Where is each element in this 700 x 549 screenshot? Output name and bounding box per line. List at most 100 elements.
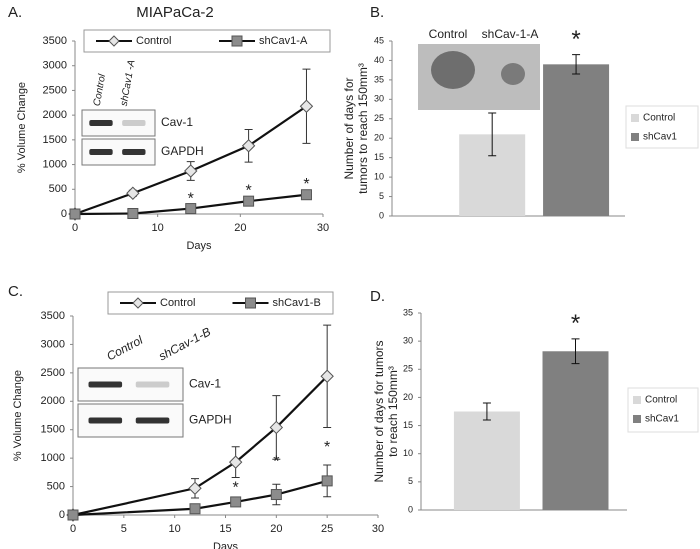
panel-label: B.	[370, 4, 384, 21]
blot-panel	[77, 403, 184, 438]
legend-marker	[132, 297, 144, 309]
data-point	[67, 509, 79, 521]
significance-mark: *	[571, 26, 580, 53]
data-point	[299, 99, 314, 113]
significance-mark: *	[233, 479, 239, 496]
data-point	[230, 496, 242, 508]
y-tick-label: 500	[49, 183, 67, 195]
x-tick-label: 0	[70, 523, 76, 535]
y-axis-label: Number of days for	[342, 77, 356, 179]
tumor	[431, 51, 475, 89]
x-tick-label: 25	[321, 523, 333, 535]
y-tick-label: 3000	[41, 338, 65, 350]
bar	[542, 351, 609, 510]
legend-label: shCav1	[645, 414, 679, 425]
significance-mark: *	[571, 310, 580, 337]
band-label: GAPDH	[189, 413, 232, 427]
legend-label: shCav1-B	[273, 297, 321, 309]
y-tick-label: 3500	[43, 35, 67, 47]
bar	[453, 411, 520, 510]
error-bar	[571, 338, 580, 365]
data-point	[189, 503, 201, 515]
legend-label: Control	[643, 113, 675, 124]
y-tick-label: 500	[47, 480, 65, 492]
data-point	[321, 475, 333, 487]
y-tick-label: 35	[374, 74, 384, 84]
data-point	[243, 195, 255, 207]
data-point	[69, 208, 81, 220]
y-tick-label: 45	[374, 35, 384, 45]
y-tick-label: 3000	[43, 60, 67, 72]
x-tick-label: 30	[372, 523, 384, 535]
y-tick-label: 5	[379, 191, 384, 201]
y-axis-label: % Volume Change	[12, 370, 24, 461]
y-axis-label: % Volume Change	[16, 82, 28, 173]
y-tick-label: 20	[374, 133, 384, 143]
x-tick-label: 10	[152, 222, 164, 234]
y-tick-label: 0	[379, 210, 384, 220]
data-point	[126, 186, 140, 200]
data-point	[184, 164, 198, 178]
y-tick-label: 3500	[41, 310, 65, 322]
y-tick-label: 25	[374, 113, 384, 123]
legend-box	[627, 387, 699, 433]
lane-label: shCav1 -A	[119, 59, 138, 107]
significance-mark: *	[245, 182, 251, 199]
data-point	[228, 455, 243, 469]
y-tick-label: 15	[374, 152, 384, 162]
y-tick-label: 1000	[41, 452, 65, 464]
significance-mark: *	[324, 439, 330, 456]
blot-band	[89, 149, 113, 155]
photo-label: Control	[429, 27, 468, 41]
y-tick-label: 25	[403, 364, 413, 374]
y-axis-label: Number of days for tumors	[372, 340, 386, 482]
band-label: Cav-1	[189, 377, 221, 391]
photo-label: shCav-1-A	[482, 27, 539, 41]
legend-marker	[108, 35, 120, 47]
y-tick-label: 35	[403, 307, 413, 317]
data-point	[300, 189, 312, 201]
data-point	[127, 208, 139, 220]
y-tick-label: 2000	[43, 109, 67, 121]
y-tick-label: 0	[408, 504, 413, 514]
x-tick-label: 10	[169, 523, 181, 535]
x-axis-label: Days	[186, 240, 212, 252]
error-bar	[572, 54, 581, 75]
chart-title: MIAPaCa-2	[136, 4, 214, 21]
y-tick-label: 0	[59, 509, 65, 521]
y-tick-label: 1500	[43, 134, 67, 146]
legend-box	[83, 29, 331, 53]
lane-label: Control	[104, 333, 145, 364]
x-tick-label: 30	[317, 222, 329, 234]
lane-label: shCav-1-B	[156, 324, 213, 363]
data-point	[270, 489, 282, 501]
legend-swatch	[631, 114, 639, 122]
legend-label: Control	[136, 35, 171, 47]
legend-swatch	[631, 133, 639, 141]
blot-band	[135, 381, 170, 388]
x-axis-label: Days	[213, 541, 239, 549]
data-point	[320, 369, 334, 383]
blot-band	[88, 417, 123, 424]
y-tick-label: 30	[374, 94, 384, 104]
error-bar	[488, 112, 497, 157]
y-axis-label: to reach 150mm³	[386, 366, 400, 457]
blot-band	[135, 417, 170, 424]
y-tick-label: 2000	[41, 395, 65, 407]
tumor	[501, 63, 525, 85]
x-tick-label: 15	[219, 523, 231, 535]
y-tick-label: 2500	[43, 84, 67, 96]
data-point	[241, 139, 256, 153]
legend-label: shCav1-A	[259, 35, 308, 47]
legend-marker	[231, 35, 243, 47]
legend-swatch	[633, 396, 641, 404]
significance-mark: *	[303, 176, 309, 193]
blot-band	[88, 381, 123, 388]
lane-label: Control	[92, 73, 109, 107]
band-label: Cav-1	[161, 115, 193, 129]
y-tick-label: 5	[408, 476, 413, 486]
error-bar	[482, 402, 491, 421]
legend-swatch	[633, 415, 641, 423]
y-tick-label: 10	[403, 448, 413, 458]
